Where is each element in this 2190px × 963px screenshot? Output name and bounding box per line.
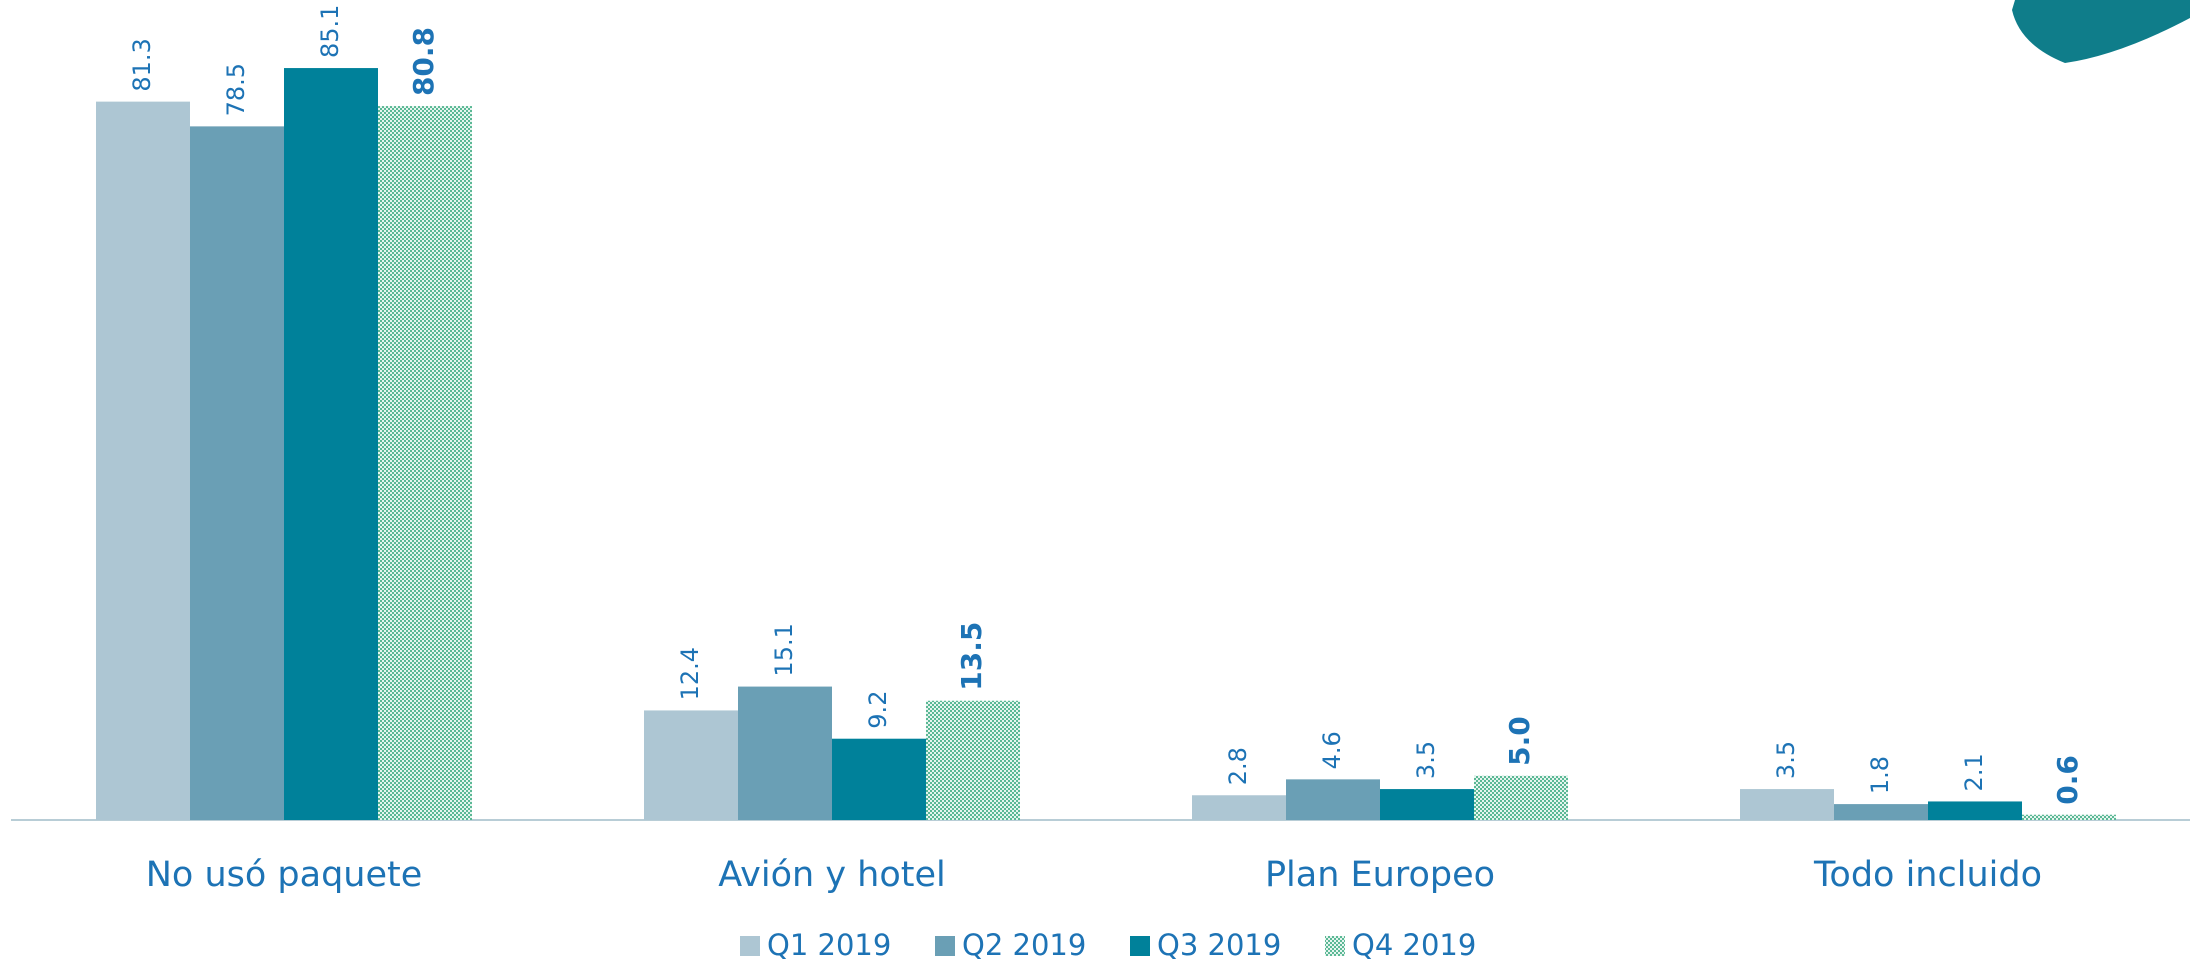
value-label: 80.8 xyxy=(407,27,440,96)
category-label: No usó paquete xyxy=(146,855,423,895)
value-label: 81.3 xyxy=(128,38,156,91)
value-label: 15.1 xyxy=(770,623,798,676)
bar xyxy=(1192,795,1286,820)
bar xyxy=(1474,776,1568,820)
category-label: Plan Europeo xyxy=(1265,855,1495,895)
value-label: 3.5 xyxy=(1772,741,1800,779)
legend-swatch xyxy=(740,936,760,956)
decoration xyxy=(2012,0,2190,63)
legend-label: Q3 2019 xyxy=(1157,928,1281,962)
bar xyxy=(644,710,738,820)
legend-swatch xyxy=(1325,936,1345,956)
bar xyxy=(1928,801,2022,820)
chart: No usó paquete 81.3 78.5 85.1 80.8 Avión y ho… xyxy=(0,0,2190,963)
value-label: 78.5 xyxy=(222,63,250,116)
value-label: 2.1 xyxy=(1960,753,1988,791)
value-label: 13.5 xyxy=(955,622,988,691)
bar xyxy=(1740,789,1834,820)
bar xyxy=(1286,779,1380,820)
value-label: 0.6 xyxy=(2051,755,2084,805)
category-label: Todo incluido xyxy=(1813,855,2042,895)
value-label: 85.1 xyxy=(316,5,344,58)
category-label: Avión y hotel xyxy=(718,855,945,895)
bar xyxy=(832,739,926,820)
value-label: 12.4 xyxy=(676,647,704,700)
value-label: 4.6 xyxy=(1318,731,1346,769)
value-label: 5.0 xyxy=(1503,716,1536,766)
value-label: 3.5 xyxy=(1412,741,1440,779)
bar xyxy=(284,68,378,820)
bar xyxy=(738,687,832,820)
bar xyxy=(190,126,284,820)
legend-label: Q2 2019 xyxy=(962,928,1086,962)
bar xyxy=(96,102,190,820)
legend-swatch xyxy=(1130,936,1150,956)
bar xyxy=(378,106,472,820)
value-label: 9.2 xyxy=(864,691,892,729)
legend-label: Q4 2019 xyxy=(1352,928,1476,962)
bar xyxy=(1834,804,1928,820)
value-label: 2.8 xyxy=(1224,747,1252,785)
bar xyxy=(926,701,1020,820)
value-label: 1.8 xyxy=(1866,756,1894,794)
legend-swatch xyxy=(935,936,955,956)
legend-label: Q1 2019 xyxy=(767,928,891,962)
bar xyxy=(2022,815,2116,820)
bar xyxy=(1380,789,1474,820)
